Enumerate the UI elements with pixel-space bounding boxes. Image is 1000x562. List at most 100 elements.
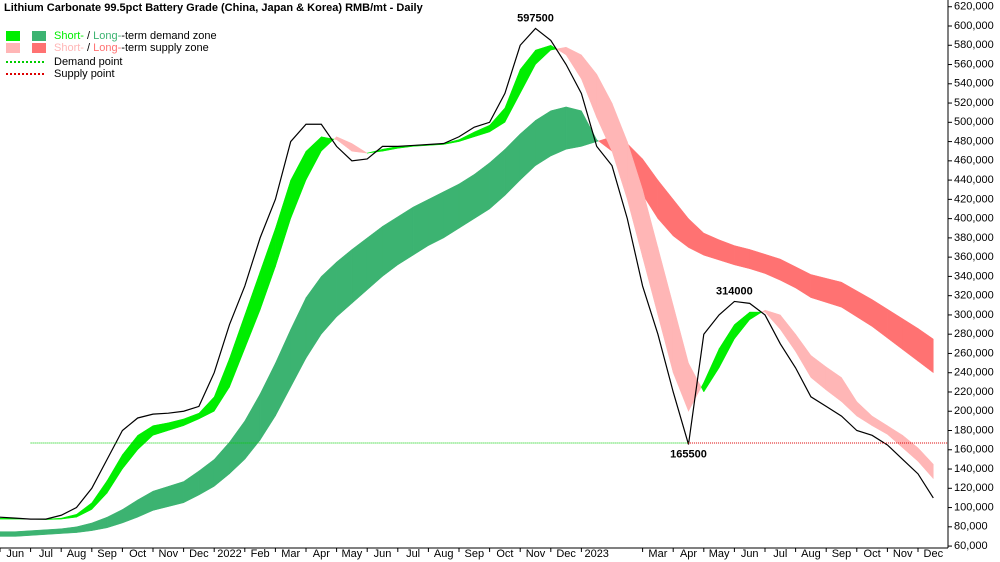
zone-segment <box>795 266 812 299</box>
legend-part: -term demand zone <box>121 30 216 42</box>
zone-segment <box>366 225 383 291</box>
legend-swatch <box>32 31 46 41</box>
x-tick-label: 2022 <box>217 548 241 560</box>
zone-segment <box>458 131 475 142</box>
legend-part: / <box>84 42 93 54</box>
legend-part: Short- <box>54 30 84 42</box>
y-tick-label: 360,000 <box>954 251 994 263</box>
zone-segment <box>244 271 261 349</box>
legend-part: Long- <box>93 42 121 54</box>
zone-segment <box>688 218 705 256</box>
zone-segment <box>856 290 873 327</box>
zone-segment <box>428 191 444 246</box>
zone-segment <box>336 248 353 318</box>
zone-segment <box>565 46 582 80</box>
legend-part: Short- <box>54 42 84 54</box>
zone-segment <box>810 274 827 303</box>
y-tick-label: 420,000 <box>954 193 994 205</box>
legend-part: -term supply zone <box>121 42 208 54</box>
y-tick-label: 60,000 <box>954 540 988 552</box>
zone-segment <box>397 206 414 266</box>
zone-segment <box>917 327 934 374</box>
zone-segment <box>917 447 934 480</box>
x-tick-label: Dec <box>924 548 944 560</box>
legend-label: Demand point <box>54 56 123 68</box>
x-tick-label: Mar <box>648 548 667 560</box>
zone-segment <box>152 422 169 436</box>
x-tick-label: Dec <box>556 548 576 560</box>
zone-segment <box>780 258 796 289</box>
zone-segment <box>519 49 536 94</box>
x-tick-label: Jun <box>6 548 24 560</box>
zone-segment <box>825 278 842 308</box>
zone-segment <box>550 44 558 51</box>
zone-segment <box>305 136 322 181</box>
zone-segment <box>213 441 230 487</box>
x-tick-label: Oct <box>864 548 881 560</box>
y-tick-label: 520,000 <box>954 97 994 109</box>
zone-segment <box>596 139 600 142</box>
y-tick-label: 240,000 <box>954 367 994 379</box>
zone-segment <box>229 420 246 475</box>
zone-segment <box>106 509 123 529</box>
zone-segment <box>443 183 460 239</box>
x-tick-label: Jul <box>39 548 53 560</box>
y-tick-label: 560,000 <box>954 58 994 70</box>
chart-title: Lithium Carbonate 99.5pct Battery Grade … <box>4 2 424 14</box>
zone-segment <box>137 490 154 518</box>
zone-segment <box>761 309 766 313</box>
zone-segment <box>749 249 766 274</box>
y-tick-label: 300,000 <box>954 309 994 321</box>
zone-segment <box>244 392 261 461</box>
zone-segment <box>734 245 750 270</box>
zone-segment <box>871 415 888 435</box>
zone-segment <box>841 281 858 318</box>
legend-label: Short- / Long--term supply zone <box>54 42 209 54</box>
y-tick-label: 100,000 <box>954 501 994 513</box>
y-tick-label: 140,000 <box>954 463 994 475</box>
zone-segment <box>106 453 123 494</box>
zone-segment <box>183 412 200 427</box>
y-tick-label: 280,000 <box>954 328 994 340</box>
y-tick-label: 380,000 <box>954 232 994 244</box>
y-tick-label: 80,000 <box>954 521 988 533</box>
legend-part: Long- <box>93 30 121 42</box>
zone-segment <box>0 531 16 537</box>
zone-segment <box>902 434 919 462</box>
y-tick-label: 600,000 <box>954 20 994 32</box>
zone-segment <box>474 162 490 220</box>
zone-segment <box>333 136 337 140</box>
zone-segment <box>703 348 720 393</box>
x-tick-label: Sep <box>97 548 117 560</box>
zone-segment <box>168 418 184 431</box>
x-tick-label: Nov <box>526 548 546 560</box>
x-tick-label: Aug <box>434 548 454 560</box>
x-tick-label: Apr <box>680 548 697 560</box>
zone-segment <box>581 110 597 147</box>
zone-segment <box>290 151 307 219</box>
zone-segment <box>535 44 552 66</box>
zone-segment <box>275 329 291 417</box>
price-line <box>0 27 934 520</box>
zone-segment <box>15 530 31 537</box>
y-tick-label: 440,000 <box>954 174 994 186</box>
zone-segment <box>183 470 200 504</box>
zone-segment <box>489 107 506 133</box>
x-tick-label: Aug <box>67 548 87 560</box>
zone-segment <box>305 275 322 360</box>
zone-segment <box>489 148 506 210</box>
zone-segment <box>290 297 307 388</box>
zone-segment <box>734 311 750 340</box>
zone-segment <box>60 513 77 520</box>
legend-label: Short- / Long--term demand zone <box>54 30 217 42</box>
legend-part: / <box>84 30 93 42</box>
zone-segment <box>718 323 735 369</box>
y-tick-label: 540,000 <box>954 78 994 90</box>
zone-segment <box>152 486 169 511</box>
zone-segment <box>504 69 521 123</box>
zone-segment <box>657 179 674 237</box>
zone-segment <box>259 362 276 441</box>
zone-segment <box>672 198 689 249</box>
